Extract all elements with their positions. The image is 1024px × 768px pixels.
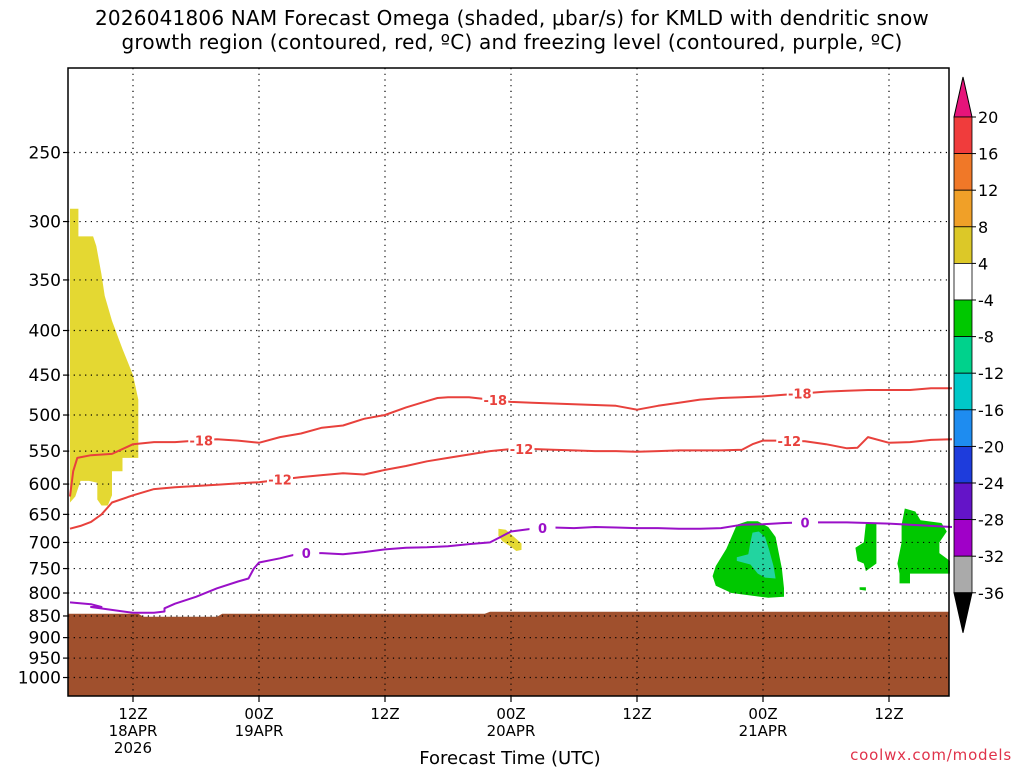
colorbar-label: 20 <box>978 108 998 127</box>
contour-label-bg <box>482 393 509 408</box>
grid-lines <box>68 68 949 696</box>
x-tick-label: 12Z <box>874 705 903 723</box>
shaded-region-negative-2 <box>736 531 776 579</box>
contour-label: -18 <box>788 388 812 403</box>
contour-label-bg <box>786 386 813 401</box>
x-tick-label: 2026 <box>114 739 152 757</box>
contour-label: -12 <box>778 435 802 450</box>
y-tick-label: 750 <box>29 560 61 580</box>
shaded-region-negative-4 <box>897 508 950 584</box>
y-tick-label: 650 <box>29 505 61 525</box>
shaded-region-negative-3 <box>855 523 877 572</box>
contour-label: -12 <box>510 443 534 458</box>
y-tick-label: 850 <box>29 607 61 627</box>
x-tick-label: 12Z <box>622 705 651 723</box>
colorbar-label: -4 <box>978 291 994 310</box>
y-tick-label: 900 <box>29 629 61 649</box>
colorbar-label: -28 <box>978 511 1004 530</box>
contour-label-bg <box>267 472 293 487</box>
chart-title-line1: 2026041806 NAM Forecast Omega (shaded, μ… <box>95 6 929 30</box>
x-tick-label: 20APR <box>487 722 536 740</box>
x-tick-label: 12Z <box>370 705 399 723</box>
y-tick-label: 550 <box>29 442 61 462</box>
shaded-region-negative-5 <box>859 587 866 591</box>
y-tick-label: 800 <box>29 584 61 604</box>
colorbar-label: 16 <box>978 145 998 164</box>
terrain-area <box>68 611 949 696</box>
colorbar-label: -24 <box>978 474 1004 493</box>
y-axis: 2503003504004505005506006507007508008509… <box>18 144 68 689</box>
colorbar-label: 8 <box>978 218 988 237</box>
watermark: coolwx.com/models <box>850 746 1012 764</box>
contour-label-bg <box>776 433 803 448</box>
x-tick-label: 00Z <box>244 705 273 723</box>
contour-label: -12 <box>268 474 292 489</box>
colorbar-swatch <box>953 262 973 301</box>
y-tick-label: 700 <box>29 533 61 553</box>
colorbar-label: 12 <box>978 181 998 200</box>
contour-lines: -18 -18 -18 -12 -12 -12 0 0 0 <box>69 386 953 614</box>
x-tick-label: 12Z <box>118 705 147 723</box>
contour-label: 0 <box>538 522 547 537</box>
y-tick-label: 350 <box>29 271 61 291</box>
colorbar-swatch <box>953 372 973 411</box>
contour-label-bg <box>508 442 535 457</box>
contour-label: 0 <box>800 516 809 531</box>
colorbar-swatch <box>953 336 973 374</box>
contour-line-minus12 <box>69 436 953 530</box>
contour-label-bg <box>293 546 320 561</box>
x-axis-label: Forecast Time (UTC) <box>419 748 600 768</box>
colorbar-swatch <box>953 445 973 484</box>
x-tick-label: 19APR <box>235 722 284 740</box>
contour-label: -18 <box>190 434 214 449</box>
colorbar-swatch <box>953 482 973 520</box>
contour-label: 0 <box>302 547 311 562</box>
y-tick-label: 600 <box>29 475 61 495</box>
colorbar: 20 16 12 8 4 -4 -8 -12 -16 -20 -24 -28 -32 -36 <box>953 76 1004 633</box>
contour-label-bg <box>792 515 818 530</box>
colorbar-swatch <box>953 153 973 191</box>
x-tick-label: 18APR <box>109 722 158 740</box>
colorbar-swatch <box>953 226 973 264</box>
x-tick-label: 00Z <box>748 705 777 723</box>
plot-frame <box>67 67 950 697</box>
x-tick-label: 21APR <box>739 722 788 740</box>
contour-label-bg <box>529 521 556 536</box>
y-tick-label: 950 <box>29 649 61 669</box>
chart-title: 2026041806 NAM Forecast Omega (shaded, μ… <box>0 6 1024 54</box>
colorbar-swatch <box>953 189 973 228</box>
colorbar-label: -32 <box>978 547 1004 566</box>
y-tick-label: 1000 <box>18 669 61 689</box>
colorbar-swatch <box>953 299 973 337</box>
colorbar-swatch <box>953 555 973 594</box>
shaded-omega-regions <box>70 208 950 598</box>
colorbar-swatch <box>953 519 973 557</box>
y-tick-label: 300 <box>29 213 61 233</box>
shaded-region-positive-left <box>70 208 139 506</box>
colorbar-label: 4 <box>978 254 988 273</box>
colorbar-top-arrow <box>953 76 973 118</box>
colorbar-label: -16 <box>978 401 1004 420</box>
colorbar-label: -8 <box>978 328 994 347</box>
y-tick-label: 400 <box>29 322 61 342</box>
y-tick-label: 450 <box>29 366 61 386</box>
terrain-fill <box>68 611 949 696</box>
y-tick-label: 500 <box>29 406 61 426</box>
x-tick-label: 00Z <box>496 705 525 723</box>
colorbar-bottom-arrow <box>953 592 973 633</box>
colorbar-label: -36 <box>978 584 1004 603</box>
y-tick-label: 250 <box>29 144 61 164</box>
colorbar-label: -20 <box>978 437 1004 456</box>
contour-line-0 <box>69 521 953 614</box>
colorbar-swatch <box>953 409 973 447</box>
contour-label: -18 <box>484 394 508 409</box>
colorbar-swatch <box>953 116 973 154</box>
contour-label-bg <box>188 433 215 448</box>
colorbar-label: -12 <box>978 364 1004 383</box>
chart-title-line2: growth region (contoured, red, ºC) and f… <box>121 30 903 54</box>
